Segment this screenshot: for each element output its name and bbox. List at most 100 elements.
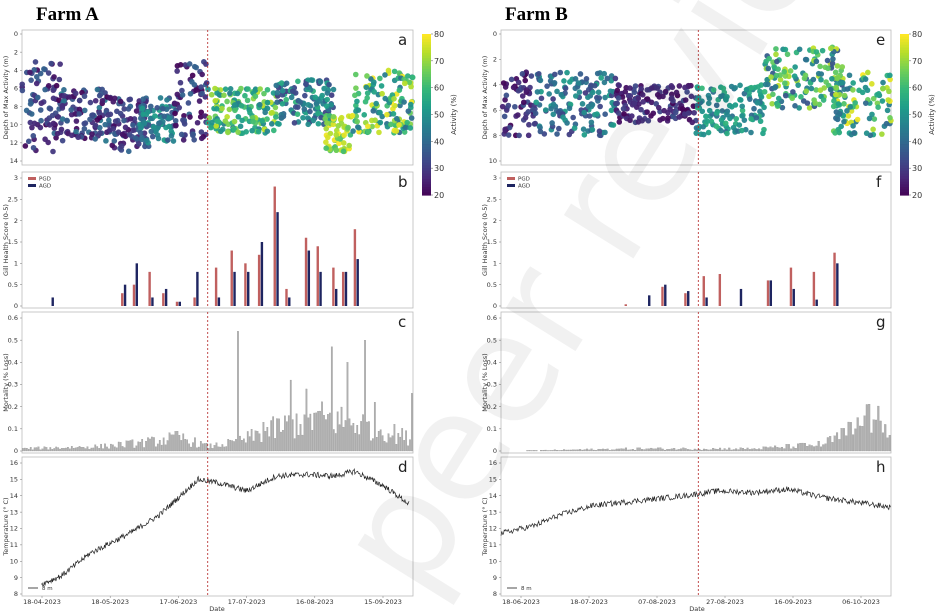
mortality-bar: [831, 442, 834, 452]
mortality-bar: [84, 448, 87, 452]
scatter-point: [813, 58, 820, 65]
scatter-point: [648, 113, 654, 119]
scatter-point: [871, 116, 878, 122]
mortality-bar: [305, 388, 308, 452]
x-axis: 18-06-2023 18-07-2023 07-08-2023 27-08-2023…: [502, 596, 880, 613]
mortality-bar: [254, 430, 257, 452]
scatter-point: [303, 81, 309, 88]
scatter-point: [615, 82, 622, 88]
scatter-point: [782, 73, 789, 79]
scatter-point: [571, 125, 578, 131]
mortality-bar: [700, 449, 703, 452]
colorbar-tick-label: 50: [434, 111, 444, 120]
scatter-point: [784, 51, 791, 58]
scatter-point: [308, 77, 314, 83]
colorbar-step: [422, 138, 431, 142]
y-tick-label: 0.1: [487, 425, 497, 433]
mortality-bar: [725, 449, 728, 452]
colorbar-step: [422, 152, 431, 156]
bar-agd: [648, 295, 651, 306]
mortality-bar: [870, 432, 873, 452]
mortality-bar: [252, 440, 255, 452]
scatter-point: [379, 90, 385, 97]
mortality-bar: [590, 448, 593, 452]
scatter-point: [288, 94, 295, 101]
scatter-point: [551, 71, 558, 78]
mortality-bar: [51, 449, 54, 452]
scatter-point: [364, 73, 370, 79]
y-tick-label: 15: [10, 476, 18, 484]
scatter-point: [318, 114, 324, 121]
scatter-point: [231, 102, 238, 108]
scatter-point: [295, 104, 301, 110]
scatter-point: [107, 95, 113, 101]
mortality-bar: [608, 450, 611, 452]
mortality-bar: [106, 446, 108, 452]
mortality-bar: [33, 447, 36, 452]
bar-pgd: [833, 252, 836, 306]
mortality-bar: [39, 449, 42, 452]
scatter-point: [37, 70, 44, 77]
mortality-bar: [620, 448, 623, 452]
x-tick-label: 27-08-2023: [706, 598, 744, 606]
mortality-bar: [569, 449, 572, 452]
mortality-bar: [276, 418, 278, 452]
scatter-point: [250, 118, 256, 125]
mortality-bar: [59, 448, 61, 452]
bar-agd: [51, 297, 54, 306]
mortality-bar: [321, 401, 323, 452]
scatter-point: [775, 66, 781, 72]
mortality-bar: [716, 449, 719, 452]
mortality-bar: [744, 449, 747, 452]
scatter-point: [862, 84, 869, 91]
scatter-point: [676, 83, 683, 89]
scatter-point: [757, 118, 764, 125]
colorbar-step: [900, 133, 909, 137]
mortality-bar: [74, 447, 77, 452]
scatter-point: [820, 97, 827, 103]
colorbar-step: [900, 114, 909, 118]
y-tick-label: 0.5: [8, 336, 18, 344]
mortality-bar: [147, 437, 149, 452]
scatter-point: [289, 88, 296, 94]
bar-pgd: [702, 276, 705, 306]
scatter-point: [32, 59, 39, 65]
bar-pgd: [121, 293, 124, 306]
scatter-point: [352, 92, 358, 99]
mortality-bar: [268, 436, 271, 452]
scatter-point: [598, 75, 604, 81]
mortality-bar: [291, 419, 294, 452]
scatter-point: [68, 132, 75, 139]
mortality-bar: [641, 449, 644, 452]
panel-c: 0 0.1 0.2 0.3 0.4 0.5 0.6 Mortality (% Loss) c: [2, 311, 414, 455]
scatter-point: [505, 132, 512, 138]
mortality-bar: [68, 448, 71, 452]
y-tick-label: 13: [489, 508, 497, 516]
scatter-point: [841, 100, 847, 107]
mortality-bar: [37, 446, 40, 452]
scatter-point: [305, 101, 312, 108]
scatter-point: [181, 112, 187, 119]
scatter-point: [133, 108, 140, 114]
scatter-point: [685, 110, 692, 116]
mortality-bar: [223, 446, 226, 452]
scatter-point: [237, 123, 244, 130]
scatter-point: [847, 104, 853, 110]
scatter-point: [244, 97, 251, 104]
scatter-point: [189, 72, 196, 79]
mortality-bar: [372, 438, 374, 452]
scatter-point: [537, 128, 544, 135]
scatter-point: [737, 97, 744, 103]
mortality-bar: [90, 447, 93, 452]
bar-pgd: [332, 267, 335, 306]
mortality-bar: [783, 448, 786, 452]
mortality-bar: [719, 447, 722, 452]
bar-agd: [233, 271, 236, 306]
y-tick-label: 0.4: [8, 359, 18, 367]
scatter-point: [551, 80, 558, 86]
scatter-point: [68, 107, 74, 113]
mortality-bar: [41, 448, 44, 452]
scatter-point: [739, 103, 746, 110]
scatter-point: [562, 85, 569, 92]
bar-pgd: [353, 229, 357, 306]
